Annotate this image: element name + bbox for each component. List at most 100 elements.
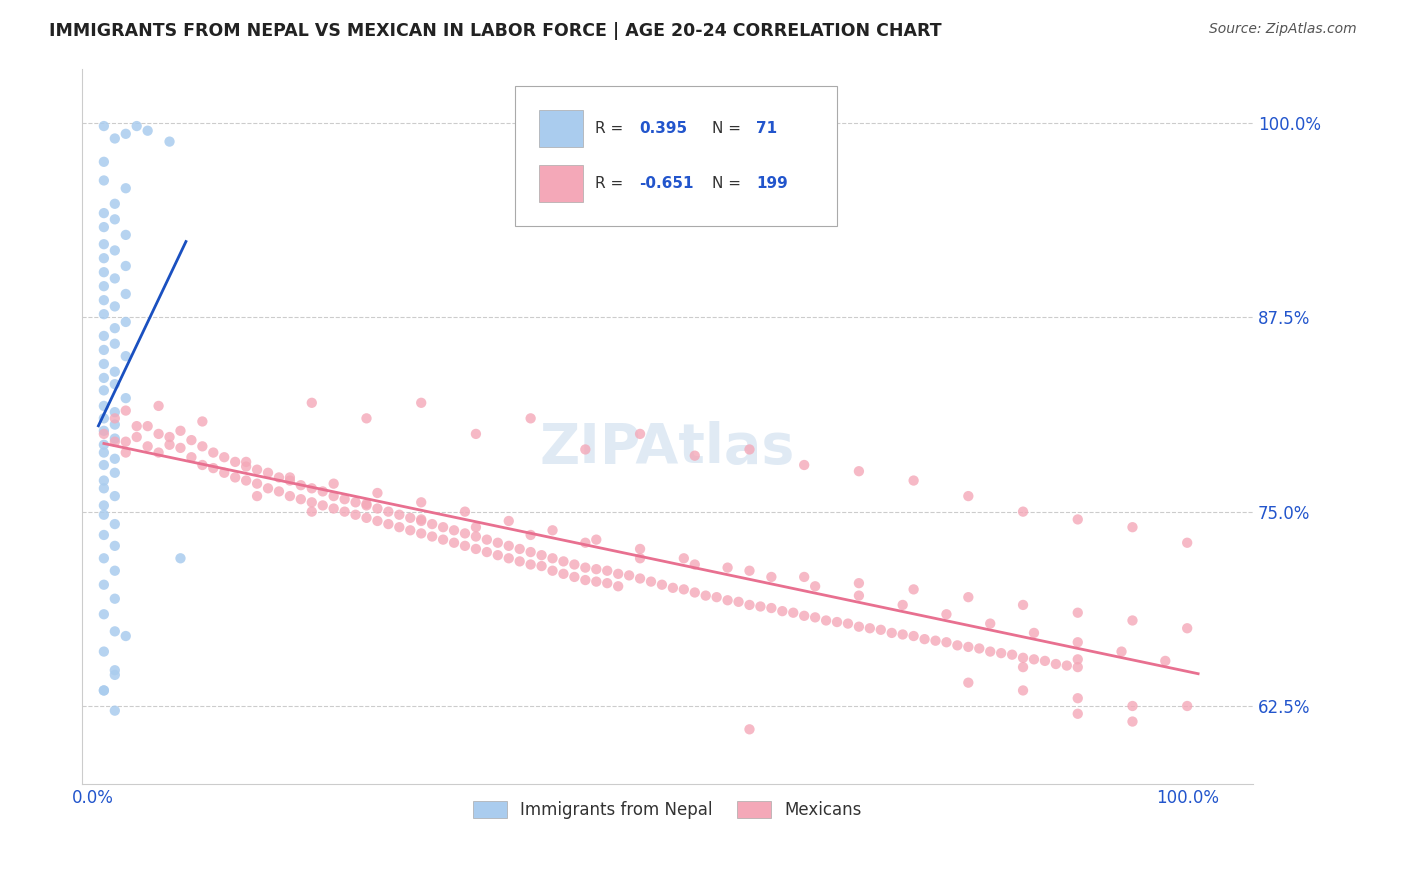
Point (104, 321, 127, 335)
Point (93, 683, 115, 698)
Point (114, 629, 136, 643)
Point (93, 458, 115, 472)
Point (93, 481, 115, 495)
Point (1154, 654, 1177, 668)
Point (1033, 654, 1056, 668)
Point (104, 300, 127, 314)
Point (553, 554, 575, 568)
Point (990, 646, 1012, 660)
Point (979, 644, 1001, 658)
Point (749, 599, 772, 614)
Point (104, 365, 127, 379)
Point (411, 396, 433, 410)
Point (1067, 606, 1090, 620)
Point (301, 495, 323, 509)
Point (1121, 520, 1143, 534)
Point (935, 635, 957, 649)
Point (148, 445, 170, 459)
Point (793, 570, 815, 584)
Point (93, 293, 115, 308)
Point (411, 526, 433, 541)
Point (267, 470, 290, 484)
Point (903, 474, 925, 488)
Point (104, 377, 127, 392)
Text: Source: ZipAtlas.com: Source: ZipAtlas.com (1209, 22, 1357, 37)
Point (104, 591, 127, 606)
Point (914, 632, 936, 647)
Point (246, 476, 269, 491)
Point (475, 533, 498, 547)
Point (727, 595, 749, 609)
Point (93, 474, 115, 488)
Point (114, 349, 136, 363)
Text: R =: R = (595, 121, 628, 136)
Point (967, 641, 990, 656)
Point (344, 495, 367, 509)
Point (1121, 614, 1143, 628)
Point (848, 620, 870, 634)
Point (93, 279, 115, 293)
Point (411, 512, 433, 526)
Point (553, 566, 575, 581)
Point (574, 560, 596, 574)
Point (683, 449, 706, 463)
Point (738, 564, 761, 578)
Point (498, 551, 520, 566)
Point (706, 590, 728, 604)
Point (104, 564, 127, 578)
Point (93, 251, 115, 265)
Point (290, 478, 312, 492)
Point (509, 554, 531, 568)
Text: IMMIGRANTS FROM NEPAL VS MEXICAN IN LABOR FORCE | AGE 20-24 CORRELATION CHART: IMMIGRANTS FROM NEPAL VS MEXICAN IN LABO… (49, 22, 942, 40)
Point (93, 220, 115, 235)
Point (93, 384, 115, 398)
Point (651, 578, 673, 592)
Point (125, 119, 148, 133)
Point (1045, 657, 1067, 671)
Point (1175, 535, 1198, 549)
Point (420, 529, 443, 543)
Text: R =: R = (595, 176, 628, 191)
FancyBboxPatch shape (538, 165, 583, 202)
Point (574, 535, 596, 549)
Point (356, 511, 378, 525)
Point (290, 492, 312, 507)
Point (104, 432, 127, 446)
Point (541, 524, 564, 538)
Point (640, 574, 662, 589)
Point (344, 508, 367, 522)
Point (1067, 512, 1090, 526)
Point (366, 514, 388, 528)
Point (104, 196, 127, 211)
Point (235, 459, 257, 474)
Point (957, 590, 980, 604)
Point (366, 501, 388, 516)
Point (212, 466, 235, 480)
Text: 199: 199 (756, 176, 789, 191)
Point (411, 495, 433, 509)
Point (169, 551, 191, 566)
Point (454, 505, 477, 519)
Point (278, 489, 301, 503)
Point (114, 259, 136, 273)
Point (825, 615, 848, 629)
Point (114, 391, 136, 405)
Legend: Immigrants from Nepal, Mexicans: Immigrants from Nepal, Mexicans (467, 794, 868, 825)
Point (93, 499, 115, 513)
Point (104, 244, 127, 258)
Point (148, 426, 170, 441)
Point (235, 474, 257, 488)
Point (180, 450, 202, 465)
Point (1012, 660, 1035, 674)
Point (564, 558, 586, 572)
Point (683, 585, 706, 599)
Point (793, 458, 815, 472)
Point (93, 357, 115, 371)
Point (519, 558, 541, 572)
Point (1067, 660, 1090, 674)
Point (672, 551, 695, 566)
Point (903, 582, 925, 597)
Point (104, 451, 127, 466)
Point (486, 535, 509, 549)
Text: 71: 71 (756, 121, 778, 136)
